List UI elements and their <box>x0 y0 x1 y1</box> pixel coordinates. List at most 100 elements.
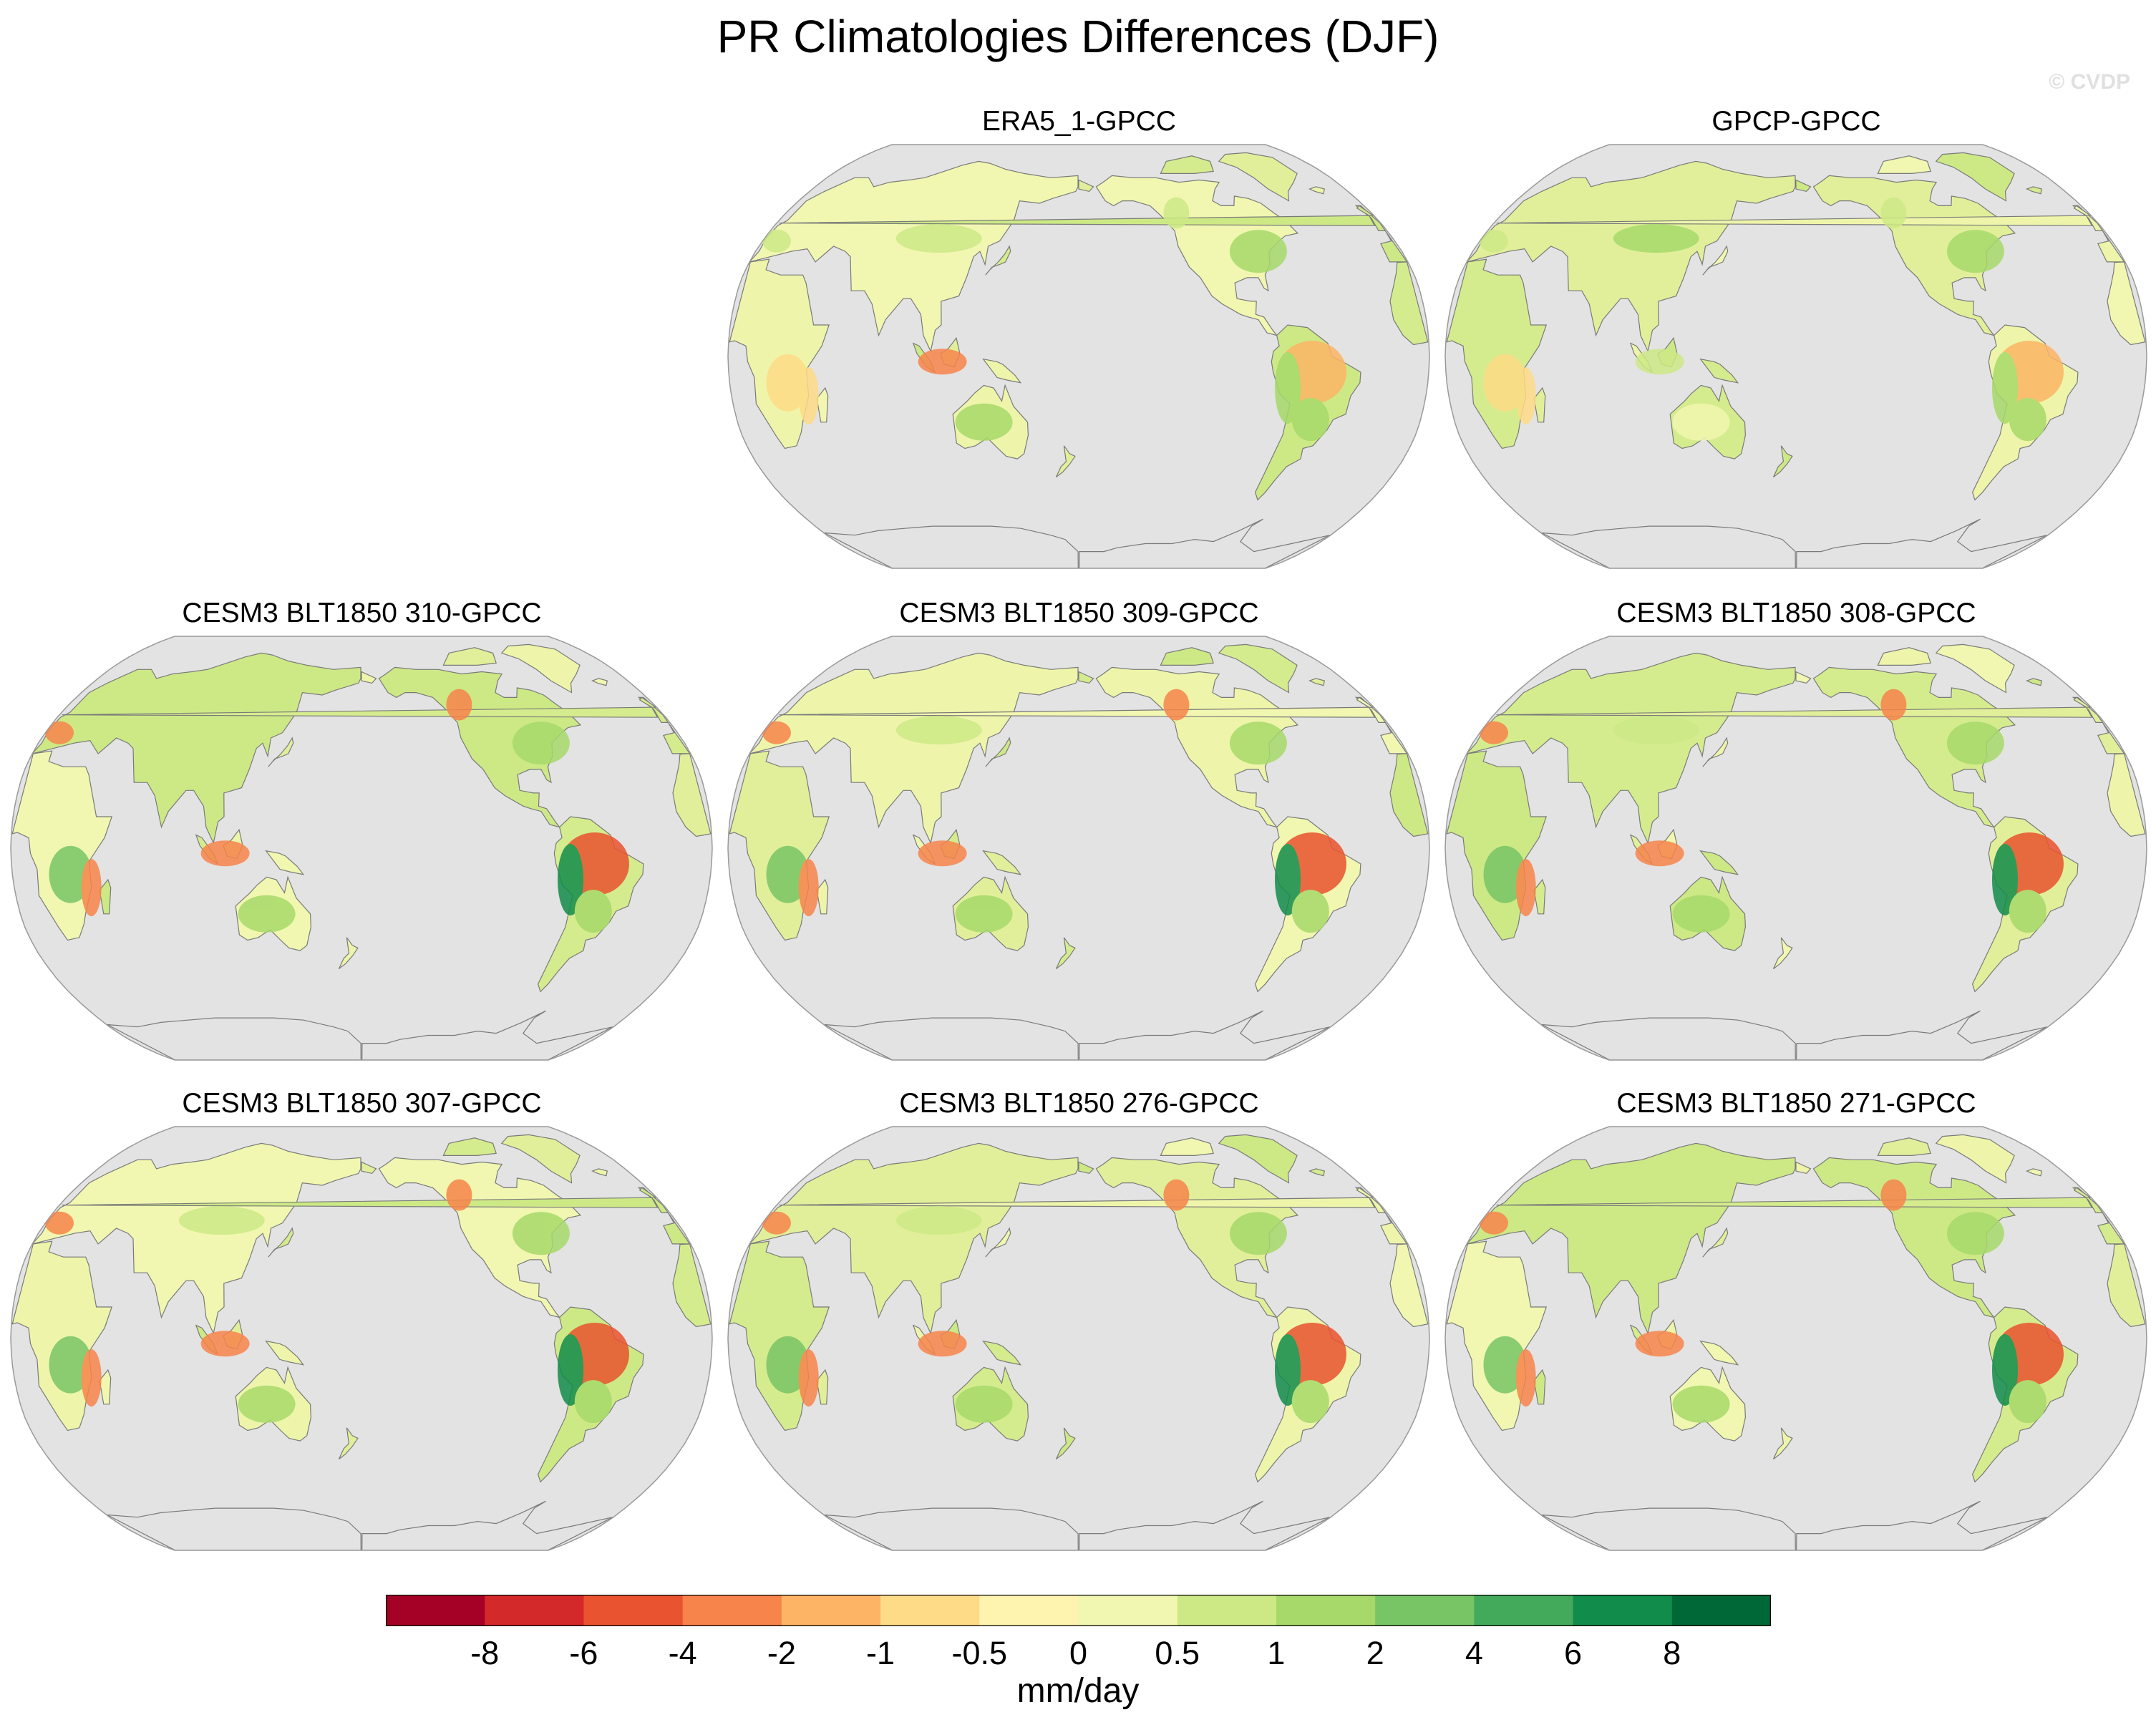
colorbar-tick-label: -6 <box>569 1635 598 1671</box>
precip-anomaly-patch <box>895 224 982 253</box>
landmass-antarcticaE <box>1541 1507 1796 1550</box>
colorbar-tick-label: 4 <box>1465 1635 1483 1671</box>
colorbar-swatch <box>781 1595 881 1626</box>
precip-anomaly-patch <box>762 229 791 253</box>
precip-anomaly-patch <box>1880 197 1907 229</box>
precip-anomaly-patch <box>1480 721 1508 744</box>
panel-title: CESM3 BLT1850 309-GPCC <box>899 598 1259 628</box>
landmass-newGuinea <box>265 850 305 875</box>
landmass-newGuinea <box>1699 850 1739 875</box>
colorbar-tick-label: -0.5 <box>951 1635 1008 1671</box>
precip-anomaly-patch <box>200 840 250 867</box>
precip-anomaly-patch <box>1275 352 1301 424</box>
landmass-antarcticaW <box>1079 518 1331 568</box>
precip-anomaly-patch <box>1635 840 1684 867</box>
precip-anomaly-patch <box>45 721 74 744</box>
colorbar-tick-label: -4 <box>668 1635 697 1671</box>
panel-title: ERA5_1-GPCC <box>982 106 1176 137</box>
precip-anomaly-patch <box>955 895 1013 933</box>
landmass-newGuinea <box>1699 1340 1739 1366</box>
landmass-japan <box>985 245 1011 276</box>
map-border <box>727 1126 1430 1551</box>
landmass-antarcticaE <box>1541 525 1796 568</box>
precip-anomaly-patch <box>762 1211 791 1235</box>
landmass-eurasia <box>31 1142 361 1335</box>
precip-anomaly-patch <box>798 367 819 425</box>
map-border <box>727 636 1430 1061</box>
precip-anomaly-patch <box>1946 721 2004 765</box>
landmass-iceland <box>2025 186 2043 195</box>
landmass-africaWest <box>2107 753 2146 837</box>
landmass-eurasia <box>748 1142 1079 1335</box>
precip-anomaly-patch <box>1635 1331 1684 1357</box>
landmass-eurasiaEast <box>1078 671 1094 684</box>
precip-anomaly-patch <box>1992 1334 2018 1406</box>
panel-title: CESM3 BLT1850 310-GPCC <box>182 598 542 628</box>
landmass-newZealand <box>1772 937 1793 969</box>
colorbar-tick-label: -8 <box>470 1635 500 1671</box>
landmass-northAmerica <box>378 1157 582 1318</box>
precip-anomaly-patch <box>918 1331 967 1357</box>
precip-anomaly-patch <box>1163 1179 1190 1211</box>
precip-anomaly-patch <box>2009 398 2046 442</box>
panel-cesm3-308: CESM3 BLT1850 308-GPCC <box>1444 598 2149 1063</box>
panel-cesm3-271: CESM3 BLT1850 271-GPCC <box>1444 1088 2149 1553</box>
map-border <box>1444 1126 2147 1551</box>
panel-cesm3-307: CESM3 BLT1850 307-GPCC <box>9 1088 714 1553</box>
precip-anomaly-patch <box>1635 349 1684 375</box>
landmass-eurasiaEast <box>1795 671 1812 684</box>
landmass-newGuinea <box>982 850 1022 875</box>
precip-anomaly-patch <box>1163 689 1190 721</box>
map-border <box>10 1126 713 1551</box>
landmass-uk <box>1496 1187 2093 1208</box>
landmass-europeWest <box>637 1187 691 1245</box>
landmass-eurasiaEast <box>361 1161 377 1175</box>
landmass-antarcticaE <box>1541 1017 1796 1060</box>
colorbar-swatch <box>1573 1595 1673 1626</box>
landmass-newGuinea <box>982 1340 1022 1366</box>
landmass-antarcticaW <box>1796 518 2048 568</box>
precip-anomaly-patch <box>49 845 92 903</box>
map-border <box>727 144 1430 569</box>
precip-anomaly-patch <box>1613 716 1699 745</box>
precip-anomaly-patch <box>918 349 967 375</box>
precip-anomaly-patch <box>1291 1380 1329 1424</box>
panel-cesm3-309: CESM3 BLT1850 309-GPCC <box>727 598 1432 1063</box>
map-border <box>1444 144 2147 569</box>
precip-anomaly-patch <box>918 840 967 867</box>
figure-title: PR Climatologies Differences (DJF) <box>717 11 1439 62</box>
landmass-iceland <box>1308 678 1326 686</box>
precip-anomaly-patch <box>446 689 472 721</box>
colorbar-swatch <box>1671 1595 1771 1626</box>
panel-title: GPCP-GPCC <box>1711 106 1881 137</box>
landmass-eurasiaEast <box>1078 1161 1094 1175</box>
precip-anomaly-patch <box>512 1212 570 1255</box>
precip-anomaly-patch <box>1483 1336 1527 1394</box>
precip-anomaly-patch <box>2009 1380 2046 1424</box>
precip-anomaly-patch <box>798 859 819 917</box>
landmass-arcticIslands <box>1877 155 1932 174</box>
precip-anomaly-patch <box>798 1349 819 1407</box>
landmass-europeWest <box>637 696 691 754</box>
precip-anomaly-patch <box>1275 1334 1301 1406</box>
precip-anomaly-patch <box>762 721 791 744</box>
precip-anomaly-patch <box>49 1336 92 1394</box>
panel-cesm3-310: CESM3 BLT1850 310-GPCC <box>9 598 714 1063</box>
landmass-uk <box>779 1187 1376 1208</box>
landmass-europeWest <box>2072 1187 2125 1245</box>
landmass-japan <box>1702 1227 1729 1258</box>
precip-anomaly-patch <box>446 1179 472 1211</box>
landmass-eurasia <box>1465 652 1796 845</box>
landmass-antarcticaE <box>824 1017 1079 1060</box>
precip-anomaly-patch <box>1880 1179 1907 1211</box>
panel-cesm3-276: CESM3 BLT1850 276-GPCC <box>727 1088 1432 1553</box>
colorbar-swatch <box>1078 1595 1178 1626</box>
landmass-uk <box>779 696 1376 718</box>
precip-anomaly-patch <box>558 844 583 915</box>
landmass-arcticIslands <box>442 647 497 666</box>
landmass-iceland <box>1308 1168 1326 1177</box>
landmass-greenland <box>1935 152 2015 202</box>
colorbar-swatch <box>1474 1595 1574 1626</box>
precip-anomaly-patch <box>1992 352 2018 424</box>
precip-anomaly-patch <box>766 845 810 903</box>
